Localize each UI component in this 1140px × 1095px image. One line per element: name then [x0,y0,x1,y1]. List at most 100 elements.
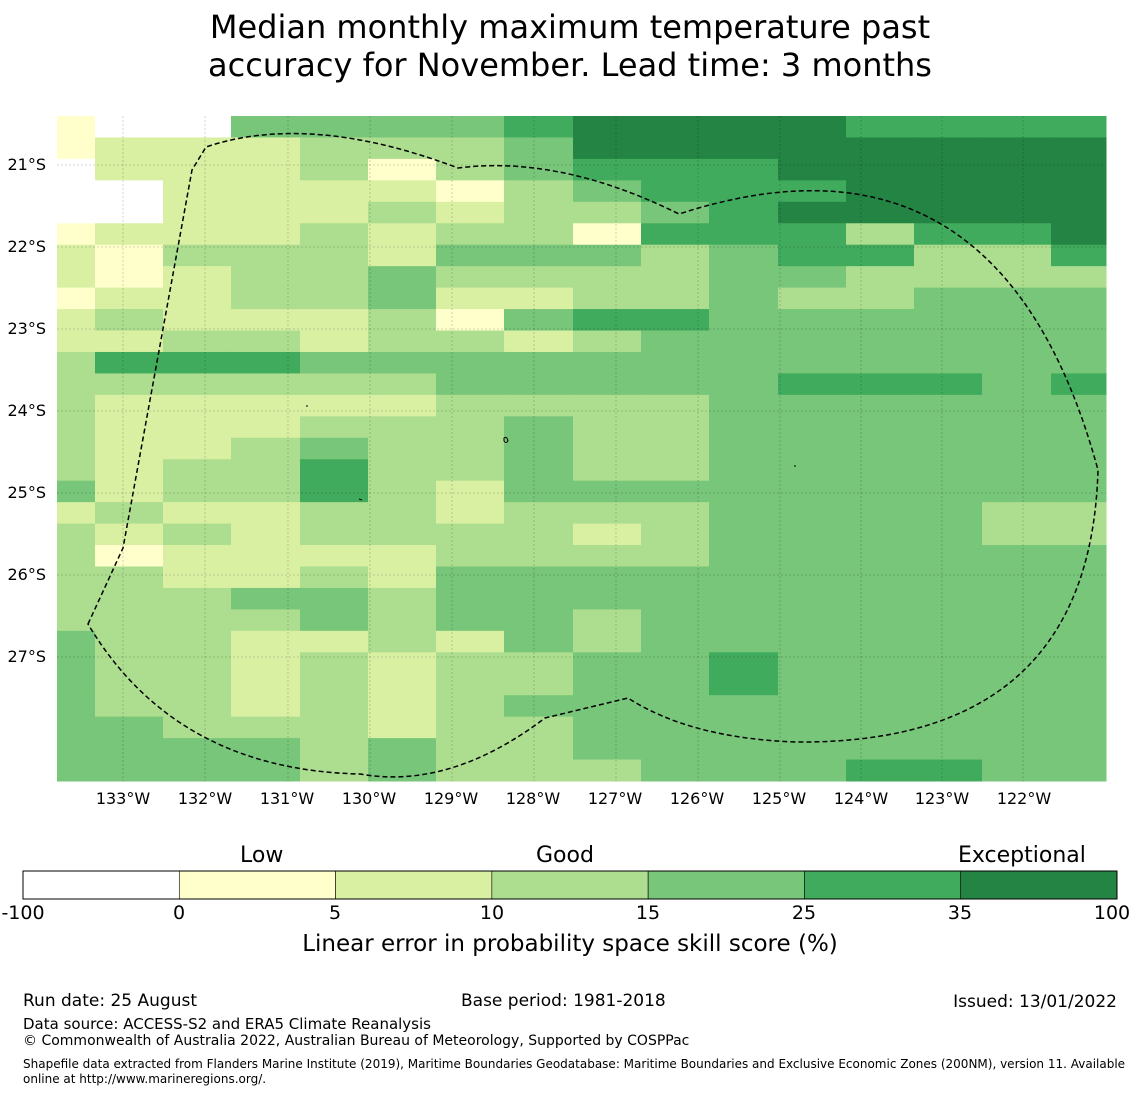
grid-cell [504,523,574,546]
grid-cell [57,759,96,782]
grid-cell [163,459,232,482]
grid-cell [778,566,847,589]
grid-cell [504,673,574,696]
grid-cell [436,480,505,503]
grid-cell [368,244,437,267]
grid-cell [163,673,232,696]
grid-cell [436,759,505,782]
grid-cell [368,695,437,718]
grid-cell [709,609,779,632]
grid-cell [231,759,301,782]
lat-label-25s: 25°S [7,483,46,502]
grid-cell [778,201,847,224]
chart-title-line-1: Median monthly maximum temperature past [209,8,931,46]
grid-cell [846,180,915,203]
skill-score-map [57,116,1107,782]
grid-cell [846,609,915,632]
grid-cell [573,695,642,718]
grid-cell [846,695,915,718]
grid-cell [368,201,437,224]
grid-cell [368,459,437,482]
grid-cell [914,351,983,374]
grid-cell [163,309,232,332]
grid-cell [231,695,301,718]
grid-cell [231,330,301,353]
grid-cell [57,673,96,696]
grid-cell [95,523,164,546]
grid-cell [846,394,915,417]
grid-cell [57,459,96,482]
grid-cell [436,587,505,610]
copyright-notice: © Commonwealth of Australia 2022, Austra… [23,1033,690,1049]
grid-cell [300,459,369,482]
grid-cell [436,373,505,396]
grid-cell [573,309,642,332]
grid-cell [914,759,983,782]
grid-cell [436,309,505,332]
grid-cell [504,545,574,567]
grid-cell [300,673,369,696]
colorbar-segment [647,870,805,900]
grid-cell [982,158,1052,181]
grid-cell [914,330,983,353]
grid-cell [300,480,369,503]
grid-cell [57,609,96,632]
grid-cell [846,459,915,482]
colorbar [22,870,1118,900]
grid-cell [57,695,96,718]
grid-cell [231,502,301,525]
grid-cell [231,309,301,332]
grid-cell [846,330,915,353]
grid-cell [504,158,574,181]
grid-cell [778,244,847,267]
grid-cell [163,244,232,267]
grid-cell [982,223,1052,246]
grid-cell [436,266,505,289]
grid-cell [641,759,710,782]
grid-cell [163,416,232,439]
grid-cell [641,266,710,289]
grid-cell [778,351,847,374]
grid-cell [504,116,574,138]
grid-cell [436,630,505,653]
grid-cell [573,609,642,632]
grid-cell [709,244,779,267]
grid-cell [163,566,232,589]
grid-cell [573,373,642,396]
grid-cell [95,480,164,503]
grid-cell [1051,158,1107,181]
grid-cell [1051,587,1107,610]
grid-cell [368,158,437,181]
grid-cell [1051,630,1107,653]
grid-cell [57,330,96,353]
grid-cell [914,716,983,739]
grid-cell [368,738,437,761]
grid-cell [504,287,574,310]
grid-cell [709,330,779,353]
grid-cell [573,330,642,353]
grid-cell [95,738,164,761]
grid-cell [573,673,642,696]
grid-cell [573,244,642,267]
grid-cell [231,287,301,310]
grid-cell [914,437,983,460]
lon-label-124w: 124°W [833,789,889,808]
grid-cell [573,738,642,761]
grid-cell [504,587,574,610]
grid-cell [95,266,164,289]
grid-cell [300,652,369,675]
lat-label-21s: 21°S [7,155,46,174]
grid-cell [95,609,164,632]
colorbar-category-good: Good [536,843,594,868]
grid-cell [709,738,779,761]
grid-cell [300,351,369,374]
grid-cell [504,180,574,203]
grid-cell [368,716,437,739]
lon-label-128w: 128°W [505,789,561,808]
grid-cell [231,523,301,546]
grid-cell [982,652,1052,675]
grid-cell [709,480,779,503]
grid-cell [57,137,96,160]
grid-cell [368,287,437,310]
grid-cell [163,437,232,460]
